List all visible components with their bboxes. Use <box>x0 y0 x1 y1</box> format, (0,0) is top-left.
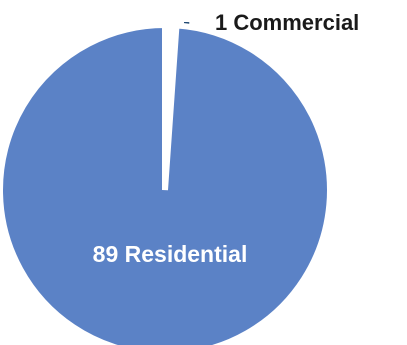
pie-labels: 1 Commercial 89 Residential <box>93 10 360 267</box>
pie-slice-residential <box>0 21 333 345</box>
pie-label-residential: 89 Residential <box>93 241 248 267</box>
pie-slices <box>0 15 333 345</box>
pie-label-commercial: 1 Commercial <box>215 10 359 35</box>
